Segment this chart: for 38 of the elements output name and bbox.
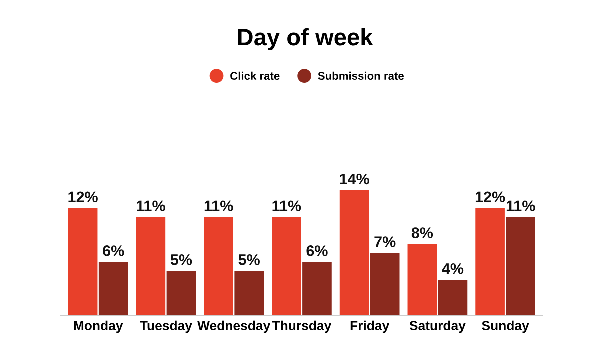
legend-label: Click rate	[230, 72, 280, 80]
bar	[272, 217, 302, 316]
data-label: 8%	[412, 228, 434, 238]
bar	[204, 217, 234, 316]
x-tick-label: Wednesday	[198, 320, 271, 334]
x-tick-label: Saturday	[410, 320, 466, 334]
data-label: 4%	[442, 264, 464, 274]
data-label: 11%	[272, 200, 302, 212]
bar	[340, 190, 370, 316]
x-tick-label: Sunday	[482, 320, 530, 334]
bar	[68, 208, 98, 316]
data-label: 11%	[137, 200, 166, 212]
data-label: 11%	[506, 200, 536, 212]
bar	[234, 271, 264, 316]
bar	[136, 217, 166, 316]
data-label: 7%	[374, 236, 396, 248]
bar	[302, 262, 332, 316]
data-label: 6%	[306, 246, 328, 256]
bar	[438, 280, 468, 316]
bar	[408, 244, 438, 316]
data-label: 5%	[170, 254, 192, 266]
bar	[98, 262, 128, 316]
data-label: 12%	[68, 192, 98, 203]
data-label: 6%	[103, 246, 124, 256]
data-label: 12%	[476, 192, 506, 203]
bar	[476, 208, 505, 316]
x-tick-label: Tuesday	[140, 320, 192, 334]
bar	[506, 217, 536, 316]
data-label: 14%	[340, 174, 370, 185]
x-tick-label: Friday	[350, 320, 390, 334]
data-label: 5%	[238, 254, 260, 266]
chart-title: Day of week	[238, 28, 374, 50]
bar	[370, 253, 400, 316]
data-label: 11%	[204, 200, 234, 212]
x-tick-label: Thursday	[272, 320, 332, 334]
legend-label: Submission rate	[318, 72, 404, 80]
x-tick-label: Monday	[74, 320, 124, 334]
bar	[166, 271, 196, 316]
